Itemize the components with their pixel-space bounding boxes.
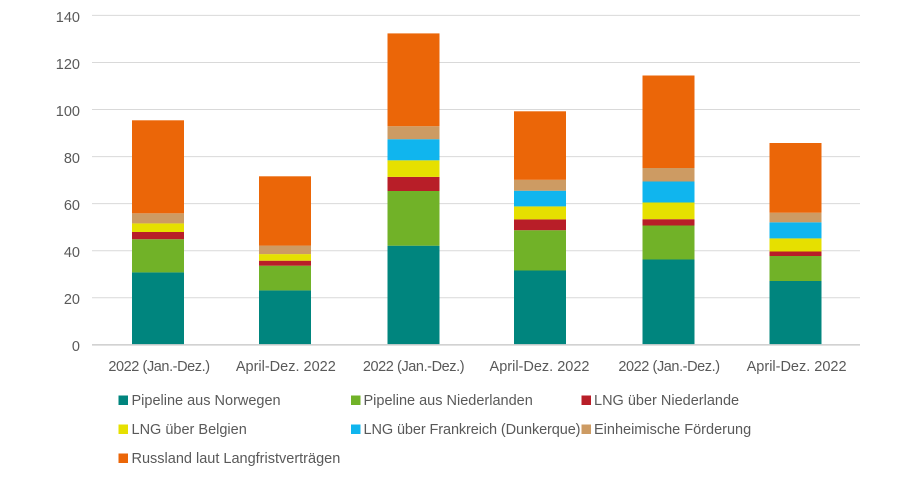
svg-text:100: 100 <box>56 104 80 120</box>
svg-text:40: 40 <box>64 245 80 261</box>
svg-text:April-Dez. 2022: April-Dez. 2022 <box>490 359 590 375</box>
svg-text:60: 60 <box>64 198 80 214</box>
svg-text:2022 (Jan.-Dez.): 2022 (Jan.-Dez.) <box>108 359 209 375</box>
svg-text:April-Dez. 2022: April-Dez. 2022 <box>236 359 336 375</box>
svg-text:April-Dez. 2022: April-Dez. 2022 <box>747 359 847 375</box>
svg-text:140: 140 <box>56 10 80 26</box>
svg-text:Russland laut Langfristverträg: Russland laut Langfristverträgen <box>132 451 341 467</box>
svg-text:120: 120 <box>56 57 80 73</box>
svg-text:2022 (Jan.-Dez.): 2022 (Jan.-Dez.) <box>618 359 719 375</box>
svg-text:2022 (Jan.-Dez.): 2022 (Jan.-Dez.) <box>363 359 464 375</box>
svg-text:LNG über Frankreich (Dunkerque: LNG über Frankreich (Dunkerque) <box>364 422 581 438</box>
svg-text:80: 80 <box>64 151 80 167</box>
svg-text:20: 20 <box>64 292 80 308</box>
svg-text:0: 0 <box>72 339 80 355</box>
svg-text:Pipeline aus Norwegen: Pipeline aus Norwegen <box>132 393 281 409</box>
svg-text:Einheimische Förderung: Einheimische Förderung <box>594 422 751 438</box>
svg-text:Pipeline aus Niederlanden: Pipeline aus Niederlanden <box>364 393 533 409</box>
svg-text:LNG über Belgien: LNG über Belgien <box>132 422 247 438</box>
svg-text:LNG über Niederlande: LNG über Niederlande <box>594 393 739 409</box>
